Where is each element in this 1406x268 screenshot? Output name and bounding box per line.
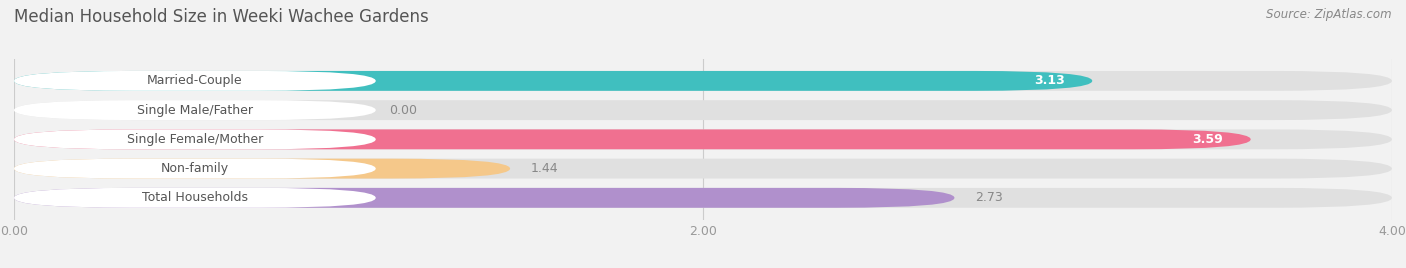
Text: Non-family: Non-family bbox=[160, 162, 229, 175]
Text: 3.59: 3.59 bbox=[1192, 133, 1223, 146]
Text: Total Households: Total Households bbox=[142, 191, 247, 204]
Text: Median Household Size in Weeki Wachee Gardens: Median Household Size in Weeki Wachee Ga… bbox=[14, 8, 429, 26]
Text: 1.44: 1.44 bbox=[531, 162, 558, 175]
FancyBboxPatch shape bbox=[14, 188, 955, 208]
FancyBboxPatch shape bbox=[14, 100, 375, 120]
FancyBboxPatch shape bbox=[14, 71, 1392, 91]
Text: 3.13: 3.13 bbox=[1033, 75, 1064, 87]
Text: 0.00: 0.00 bbox=[389, 104, 418, 117]
FancyBboxPatch shape bbox=[14, 100, 1392, 120]
Text: Single Female/Mother: Single Female/Mother bbox=[127, 133, 263, 146]
FancyBboxPatch shape bbox=[14, 159, 510, 178]
FancyBboxPatch shape bbox=[14, 71, 375, 91]
FancyBboxPatch shape bbox=[14, 129, 375, 149]
FancyBboxPatch shape bbox=[14, 159, 1392, 178]
FancyBboxPatch shape bbox=[14, 188, 375, 208]
FancyBboxPatch shape bbox=[14, 129, 1392, 149]
FancyBboxPatch shape bbox=[14, 129, 1251, 149]
FancyBboxPatch shape bbox=[14, 188, 1392, 208]
FancyBboxPatch shape bbox=[14, 159, 375, 178]
Text: 2.73: 2.73 bbox=[976, 191, 1002, 204]
FancyBboxPatch shape bbox=[14, 71, 1092, 91]
Text: Single Male/Father: Single Male/Father bbox=[136, 104, 253, 117]
Text: Married-Couple: Married-Couple bbox=[148, 75, 243, 87]
Text: Source: ZipAtlas.com: Source: ZipAtlas.com bbox=[1267, 8, 1392, 21]
